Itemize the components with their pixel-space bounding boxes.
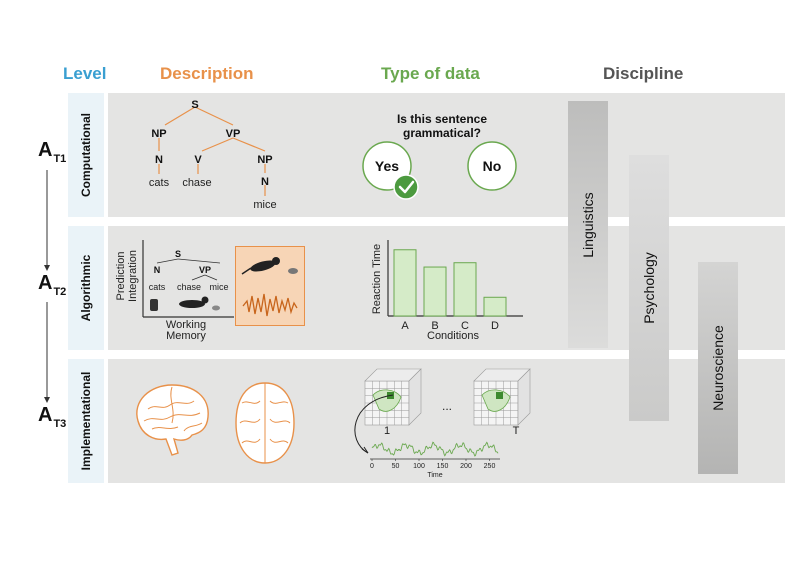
volume-label-first: 1 (384, 425, 390, 437)
cat-icon (241, 257, 280, 275)
mini-tree-n: N (154, 265, 161, 275)
header-type-of-data: Type of data (381, 64, 480, 83)
ts-tick-label: 0 (370, 463, 374, 470)
tree-node-vp: VP (226, 128, 241, 140)
discipline-label: Linguistics (580, 191, 596, 258)
voxel-highlight (496, 392, 503, 399)
fmri-timeseries: 1 ... T 0 50 100 150 200 250 Time (354, 368, 531, 479)
tier-main: A (38, 404, 53, 426)
parse-tree: S NP VP N V NP cats chase N mice (149, 99, 277, 211)
question-line1: Is this sentence (397, 112, 487, 126)
question-line2: grammatical? (403, 126, 481, 140)
tree-node-np: NP (151, 128, 166, 140)
plot-ylabel-1: Prediction (115, 252, 127, 301)
tier-sub: T3 (53, 418, 67, 430)
ts-xlabel: Time (427, 472, 442, 479)
tree-node-n2: N (261, 176, 269, 188)
mini-tree-chase: chase (177, 282, 201, 292)
tick-label-A: A (401, 320, 409, 332)
mouse-icon (288, 268, 298, 274)
tier-sub: T2 (53, 286, 67, 298)
tree-word-mice: mice (253, 199, 276, 211)
plot-ylabel-2: Integration (127, 250, 139, 302)
tree-word-chase: chase (182, 177, 211, 189)
discipline-neuroscience-bar: Neuroscience (698, 262, 738, 474)
brain-top-icon (235, 382, 295, 464)
grammaticality-task: Is this sentence grammatical? Yes No (362, 112, 517, 200)
tree-node-n: N (155, 154, 163, 166)
reaction-time-chart: Reaction Time A B C D Conditions (371, 240, 523, 342)
tree-node-v: V (194, 154, 202, 166)
check-icon (393, 174, 419, 200)
rt-xlabel: Conditions (427, 330, 479, 342)
tick-label-B: B (431, 320, 438, 332)
ts-tick-label: 50 (392, 463, 400, 470)
tree-word-cats: cats (149, 177, 170, 189)
discipline-linguistics-bar: Linguistics (568, 101, 608, 348)
discipline-label: Neuroscience (710, 325, 726, 411)
bar-D (483, 296, 507, 317)
tier-t3: AT3 (38, 404, 66, 430)
cat-chasing-mouse-icon (150, 296, 220, 311)
yes-label: Yes (375, 158, 399, 174)
level-implementational: Implementational (68, 359, 104, 483)
bar-A (393, 249, 417, 317)
level-algorithmic: Algorithmic (68, 226, 104, 350)
tick-label-D: D (491, 320, 499, 332)
tier-main: A (38, 272, 53, 294)
mini-tree-vp: VP (199, 265, 211, 275)
tier-t2: AT2 (38, 272, 66, 298)
ts-tick-label: 100 (413, 463, 425, 470)
timeseries-line (371, 441, 499, 457)
voxel-arrow (354, 394, 394, 454)
algorithmic-plot: Prediction Integration Working Memory S … (115, 240, 234, 342)
mini-tree-s: S (175, 249, 181, 259)
volume-ellipsis: ... (442, 399, 452, 413)
bar-B (423, 266, 447, 317)
fmri-volume-1 (364, 368, 422, 426)
level-computational: Computational (68, 93, 104, 217)
waveform-icon (242, 293, 298, 317)
no-option (467, 141, 517, 191)
tick-label-C: C (461, 320, 469, 332)
ts-tick-label: 250 (484, 463, 496, 470)
no-label: No (483, 158, 502, 174)
tier-sub: T1 (53, 153, 67, 165)
discipline-label: Psychology (641, 252, 657, 324)
header-description: Description (160, 64, 254, 83)
tier-t1: AT1 (38, 139, 66, 165)
brain-lateral-icon (136, 384, 209, 456)
rt-ylabel: Reaction Time (371, 244, 383, 314)
mini-tree-cats: cats (149, 282, 166, 292)
plot-xlabel-2: Memory (166, 330, 206, 342)
header-level: Level (63, 64, 107, 83)
ts-tick-label: 150 (437, 463, 449, 470)
ts-tick-label: 200 (460, 463, 472, 470)
fmri-volume-t (473, 368, 531, 426)
row-implementational (108, 359, 785, 483)
tree-node-s: S (191, 99, 198, 111)
row-computational (108, 93, 785, 217)
header-discipline: Discipline (603, 64, 684, 83)
discipline-psychology-bar: Psychology (629, 155, 669, 421)
bar-C (453, 262, 477, 317)
audio-scene (235, 246, 305, 326)
tree-node-np2: NP (257, 154, 272, 166)
plot-xlabel-1: Working (166, 319, 206, 331)
volume-label-last: T (513, 425, 520, 437)
mini-tree-mice: mice (209, 282, 228, 292)
tier-main: A (38, 139, 53, 161)
